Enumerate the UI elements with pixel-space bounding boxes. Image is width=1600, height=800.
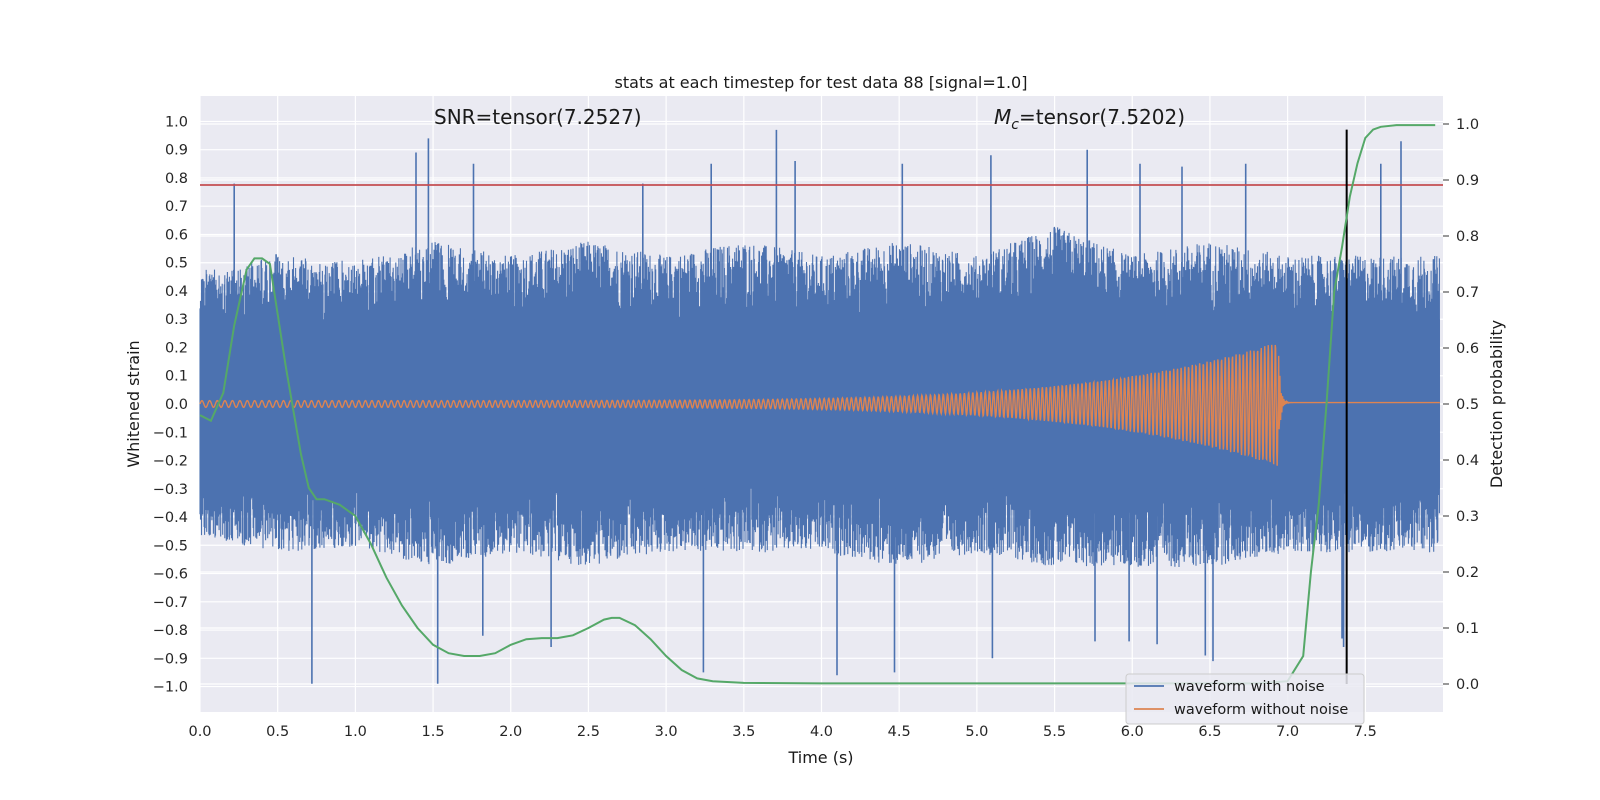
x-tick-label: 4.0 bbox=[810, 724, 833, 740]
chart-title: stats at each timestep for test data 88 … bbox=[615, 73, 1028, 92]
y-tick-label: −0.2 bbox=[153, 454, 188, 470]
y-tick-label: −0.8 bbox=[153, 623, 188, 639]
mc-symbol: M bbox=[994, 105, 1011, 129]
y-tick-label: −0.3 bbox=[153, 482, 188, 498]
y2-tick-label: 0.4 bbox=[1456, 453, 1479, 469]
ticks: 0.0 0.5 1.0 1.5 2.0 2.5 3.0 3.5 4.0 4.5 5.0 5.5 6.0 6… bbox=[153, 114, 1479, 740]
y2-tick-label: 0.7 bbox=[1456, 285, 1479, 301]
y-tick-label: 0.4 bbox=[165, 284, 188, 300]
y-tick-label: −0.7 bbox=[153, 595, 188, 611]
y-tick-label: 0.1 bbox=[165, 369, 188, 385]
x-tick-label: 3.5 bbox=[732, 724, 755, 740]
signal-line bbox=[199, 344, 1440, 466]
y2-tick-label: 0.0 bbox=[1456, 677, 1479, 693]
x-tick-label: 1.0 bbox=[344, 724, 367, 740]
y-tick-label: 0.0 bbox=[165, 397, 188, 413]
legend-label-noise: waveform with noise bbox=[1174, 679, 1325, 695]
series-detection-probability bbox=[199, 124, 1436, 685]
x-tick-label: 5.0 bbox=[965, 724, 988, 740]
y2-axis-label: Detection probability bbox=[1487, 320, 1506, 488]
x-tick-label: 6.5 bbox=[1198, 724, 1221, 740]
y2-tick-label: 0.5 bbox=[1456, 397, 1479, 413]
x-axis-label: Time (s) bbox=[787, 748, 853, 767]
y-tick-label: 0.2 bbox=[165, 340, 188, 356]
y-tick-label: 1.0 bbox=[165, 114, 188, 130]
snr-annotation: SNR=tensor(7.2527) bbox=[434, 105, 642, 129]
x-tick-label: 5.5 bbox=[1043, 724, 1066, 740]
x-tick-label: 6.0 bbox=[1121, 724, 1144, 740]
y-tick-label: 0.9 bbox=[165, 143, 188, 159]
series-waveform-without-noise bbox=[199, 344, 1440, 466]
x-tick-label: 7.0 bbox=[1276, 724, 1299, 740]
probability-line bbox=[199, 124, 1436, 685]
legend: waveform with noise waveform without noi… bbox=[1125, 673, 1365, 725]
y-tick-label: 0.7 bbox=[165, 199, 188, 215]
noise-peaks bbox=[233, 129, 1402, 684]
x-tick-label: 7.5 bbox=[1354, 724, 1377, 740]
y-tick-label: 0.6 bbox=[165, 227, 188, 243]
mc-value: =tensor(7.5202) bbox=[1019, 105, 1185, 129]
x-tick-label: 1.5 bbox=[422, 724, 445, 740]
x-tick-label: 2.5 bbox=[577, 724, 600, 740]
mc-annotation: Mc=tensor(7.5202) bbox=[994, 105, 1185, 133]
y2-tick-label: 1.0 bbox=[1456, 117, 1479, 133]
x-tick-label: 0.5 bbox=[266, 724, 289, 740]
y-tick-label: −0.5 bbox=[153, 538, 188, 554]
y-tick-label: −0.9 bbox=[153, 651, 188, 667]
legend-label-signal: waveform without noise bbox=[1174, 702, 1348, 718]
y2-tick-label: 0.6 bbox=[1456, 341, 1479, 357]
y2-tick-label: 0.2 bbox=[1456, 565, 1479, 581]
y2-tick-label: 0.3 bbox=[1456, 509, 1479, 525]
y2-tick-label: 0.9 bbox=[1456, 173, 1479, 189]
y2-tick-label: 0.1 bbox=[1456, 621, 1479, 637]
y-tick-label: −0.4 bbox=[153, 510, 188, 526]
y-tick-label: 0.5 bbox=[165, 256, 188, 272]
x-tick-label: 4.5 bbox=[888, 724, 911, 740]
y-tick-label: −1.0 bbox=[153, 680, 188, 696]
x-tick-label: 2.0 bbox=[499, 724, 522, 740]
y-tick-label: 0.3 bbox=[165, 312, 188, 328]
y-tick-label: −0.1 bbox=[153, 425, 188, 441]
y2-tick-label: 0.8 bbox=[1456, 229, 1479, 245]
y-tick-label: −0.6 bbox=[153, 567, 188, 583]
y-tick-label: 0.8 bbox=[165, 171, 188, 187]
x-tick-label: 0.0 bbox=[188, 724, 211, 740]
y-axis-label: Whitened strain bbox=[124, 340, 143, 467]
legend-box bbox=[1125, 673, 1365, 725]
mc-subscript: c bbox=[1011, 117, 1019, 133]
x-tick-label: 3.0 bbox=[655, 724, 678, 740]
